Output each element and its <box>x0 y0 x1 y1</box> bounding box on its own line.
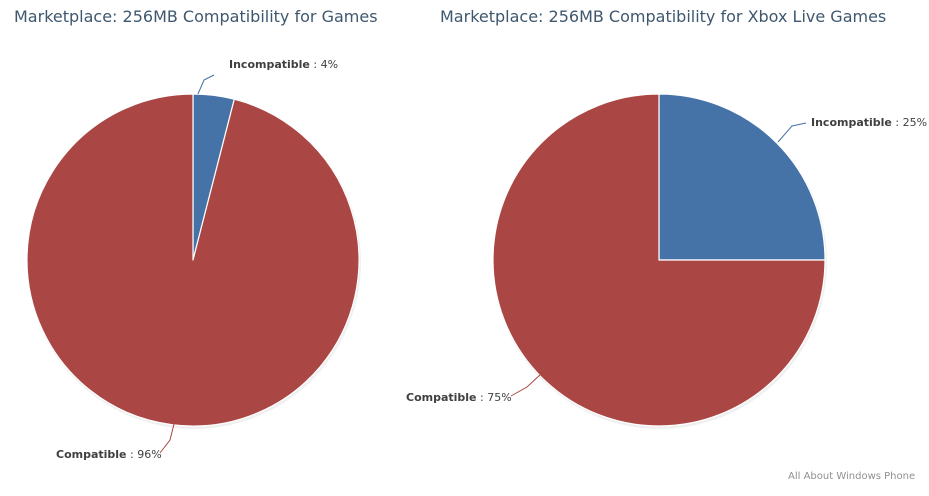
data-label-incompatible: Incompatible : 25% <box>811 116 927 129</box>
pie-slice-compatible[interactable] <box>492 93 826 427</box>
data-label-value: : 75% <box>477 391 512 404</box>
label-connector <box>510 373 542 397</box>
data-label-compatible: Compatible : 96% <box>56 448 162 461</box>
pie-slice-compatible[interactable] <box>26 93 360 427</box>
data-label-name: Compatible <box>406 391 477 404</box>
chart-title-xbox-live: Marketplace: 256MB Compatibility for Xbo… <box>440 7 887 26</box>
data-label-name: Incompatible <box>229 58 310 71</box>
data-label-compatible: Compatible : 75% <box>406 391 512 404</box>
data-label-name: Incompatible <box>811 116 892 129</box>
label-connector <box>197 74 215 95</box>
pie-slice-incompatible[interactable] <box>658 93 826 261</box>
pie-chart-0: Incompatible : 4% Compatible : 96% <box>26 58 361 461</box>
pie-chart-1: Incompatible : 25% Compatible : 75% <box>406 93 927 429</box>
label-connector <box>159 423 175 454</box>
data-label-value: : 25% <box>892 116 927 129</box>
data-label-incompatible: Incompatible : 4% <box>229 58 338 71</box>
label-connector <box>777 122 807 143</box>
data-label-value: : 96% <box>127 448 162 461</box>
credit-text: All About Windows Phone <box>788 471 916 482</box>
chart-title-games: Marketplace: 256MB Compatibility for Gam… <box>14 7 378 26</box>
data-label-name: Compatible <box>56 448 127 461</box>
data-label-value: : 4% <box>310 58 338 71</box>
